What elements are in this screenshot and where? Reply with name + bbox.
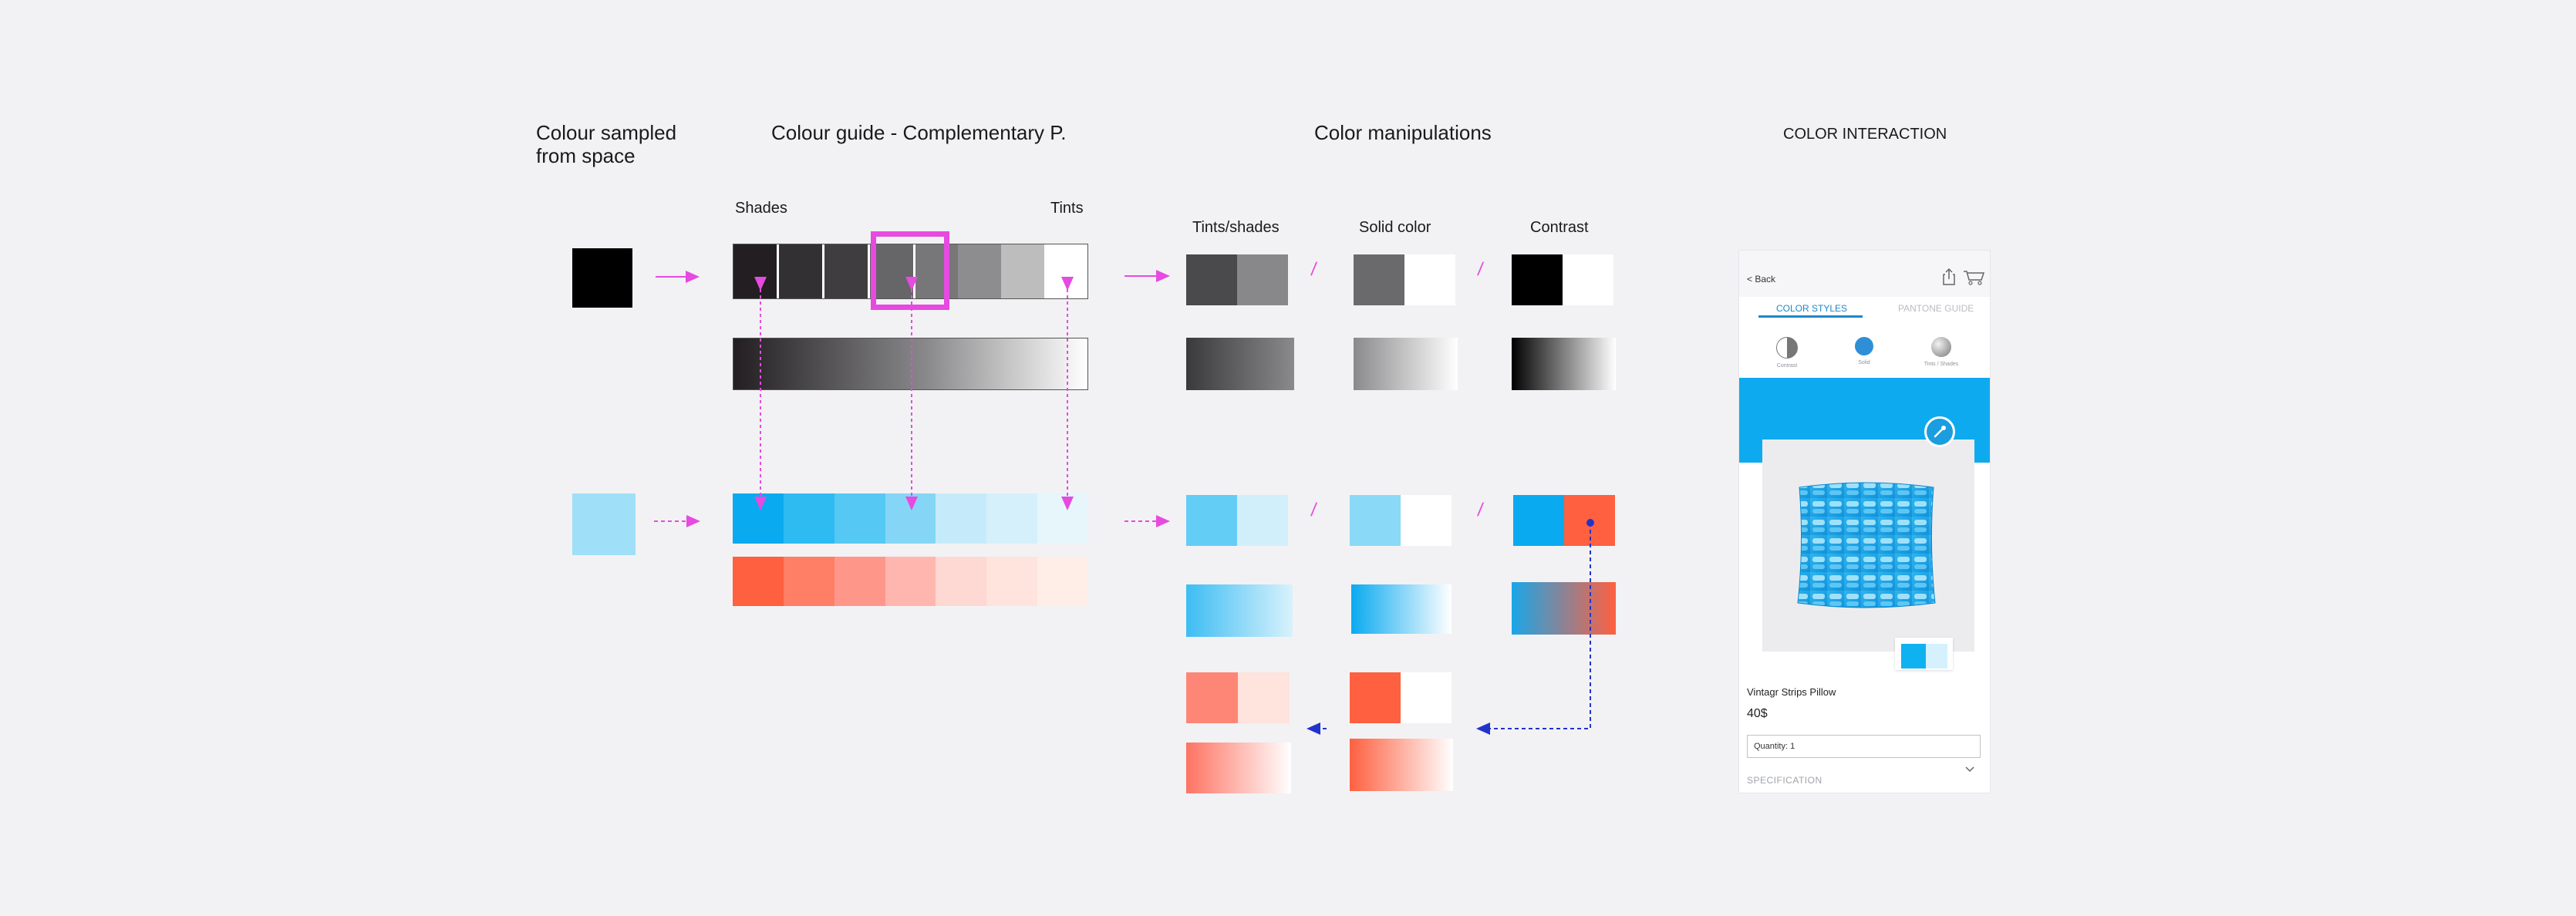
heading-colour-sampled: Colour sampled from space [536,121,677,167]
blue-tint-swatch [783,493,835,544]
product-price: 40$ [1747,707,1768,720]
blue-tints-bar [733,493,1089,544]
coral-tints-bar [733,557,1089,606]
style-tabs: COLOR STYLES PANTONE GUIDE [1739,297,1990,320]
coral-tint-swatch [1037,557,1089,606]
gray-gradient-bar [733,338,1088,390]
quantity-field[interactable]: Quantity: 1 [1747,735,1981,758]
gray-tints-shades-pair [1186,254,1288,305]
coral-tints-shades-gradient [1186,743,1291,793]
pillow-image [1797,482,1936,608]
coral-tint-swatch [733,557,784,606]
shade-swatch [958,244,1002,298]
option-label: Contrast [1776,363,1798,369]
gray-solid-gradient [1354,338,1458,390]
solid-icon [1855,337,1873,355]
tab-pantone-guide[interactable]: PANTONE GUIDE [1898,303,1974,314]
phone-top-bar: < Back [1739,251,1990,297]
cart-icon[interactable] [1963,269,1984,286]
gray-solid-pair [1354,254,1455,305]
shade-swatch [1044,244,1087,298]
coral-tint-swatch [885,557,936,606]
shade-swatch [1001,244,1045,298]
phone-mockup: < Back COLOR STYLES PANTONE GUIDE Contra… [1739,251,1990,793]
heading-color-manipulations: Color manipulations [1314,121,1492,144]
gray-contrast-pair [1512,254,1613,305]
blue-contrast-gradient [1512,582,1616,635]
blue-tints-shades-gradient [1186,584,1293,637]
slash-separator: / [1310,500,1318,520]
blue-tint-swatch [1037,493,1089,544]
label-solid-color: Solid color [1359,219,1431,236]
tints-shades-icon [1931,337,1951,357]
option-label: Solid [1858,360,1870,365]
coral-solid-gradient [1350,739,1453,791]
contrast-icon [1776,337,1798,359]
slash-separator: / [1476,500,1485,520]
chevron-down-icon[interactable] [1964,766,1975,773]
coral-tint-swatch [986,557,1038,606]
heading-colour-guide: Colour guide - Complementary P. [771,121,1067,144]
coral-tint-swatch [834,557,885,606]
blue-tint-swatch [986,493,1038,544]
heading-color-interaction: COLOR INTERACTION [1783,126,1947,143]
blue-tint-swatch [885,493,936,544]
label-tints-shades: Tints/shades [1192,219,1280,236]
option-tints-shades[interactable]: Tints / Shades [1918,337,1964,367]
gray-tints-shades-gradient [1186,338,1294,390]
blue-solid-pair [1350,495,1452,546]
eyedropper-icon [1934,426,1946,438]
coral-solid-pair [1350,672,1452,723]
shade-swatch [821,244,868,298]
tab-color-styles[interactable]: COLOR STYLES [1776,303,1848,314]
shade-swatch [912,244,959,298]
blue-tints-shades-pair [1186,495,1288,546]
blue-tint-swatch [936,493,987,544]
selected-color-chip [1895,638,1953,670]
back-button[interactable]: < Back [1747,274,1776,285]
blue-solid-gradient [1351,584,1452,634]
gray-contrast-gradient [1512,338,1616,390]
coral-tint-swatch [936,557,987,606]
slash-separator: / [1310,259,1318,280]
color-picker-button[interactable] [1924,416,1955,447]
label-shades: Shades [735,200,787,217]
blue-contrast-pair [1513,495,1615,546]
shade-swatch [776,244,822,298]
blue-tint-swatch [834,493,885,544]
selected-shade-highlight [871,231,949,310]
blue-tint-swatch [733,493,784,544]
option-contrast[interactable]: Contrast [1764,337,1810,369]
option-label: Tints / Shades [1924,362,1959,367]
coral-tint-swatch [783,557,835,606]
sampled-light-swatch [572,493,636,555]
label-contrast: Contrast [1530,219,1589,236]
product-name: Vintagr Strips Pillow [1747,686,1836,698]
shade-swatch [733,244,777,298]
active-tab-indicator [1758,315,1863,318]
sampled-dark-swatch [572,248,632,308]
specification-label[interactable]: SPECIFICATION [1747,775,1822,786]
label-tints: Tints [1050,200,1084,217]
share-icon[interactable] [1941,268,1957,286]
coral-tints-shades-pair [1186,672,1290,723]
slash-separator: / [1476,259,1485,280]
option-solid[interactable]: Solid [1841,337,1887,365]
